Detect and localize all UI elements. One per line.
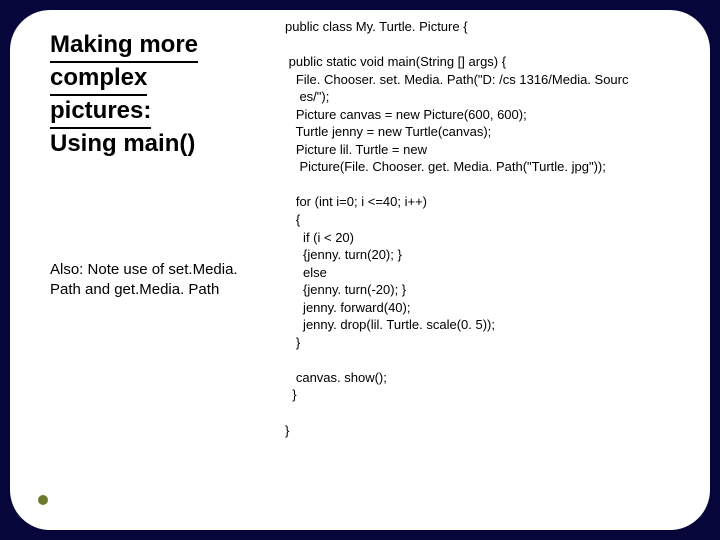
subtitle-note: Also: Note use of set.Media. Path and ge… [50,260,260,301]
slide-title: Making more complex pictures: Using main… [50,30,260,159]
title-line-3: pictures: [50,96,151,129]
title-line-1: Making more [50,30,198,63]
code-block: public class My. Turtle. Picture { publi… [285,18,705,439]
title-line-4: Using main() [50,130,195,157]
title-line-2: complex [50,63,147,96]
bullet-icon [38,495,48,505]
left-column: Making more complex pictures: Using main… [50,30,260,159]
slide-frame: Making more complex pictures: Using main… [10,10,710,530]
